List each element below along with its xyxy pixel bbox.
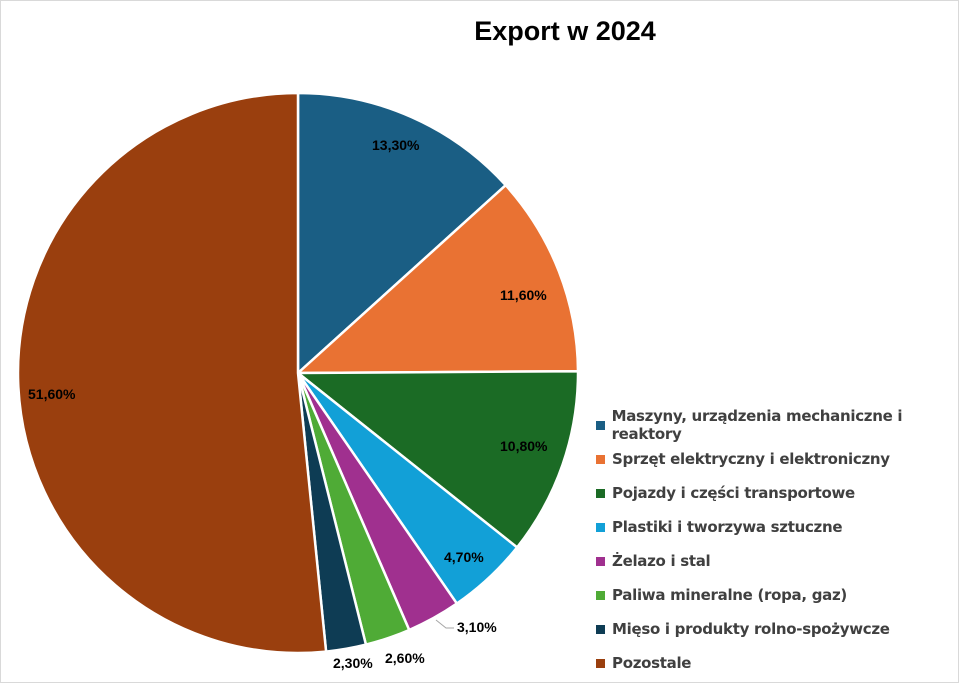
legend-swatch <box>596 454 605 464</box>
legend-label: Pozostale <box>612 654 692 672</box>
legend-swatch <box>596 420 605 430</box>
pie-slice <box>294 369 580 550</box>
data-label: 11,60% <box>500 287 547 303</box>
legend-swatch <box>596 624 605 634</box>
pie-slice <box>296 91 508 376</box>
legend-label: Maszyny, urządzenia mechaniczne i reakto… <box>611 407 903 443</box>
data-label: 4,70% <box>444 549 484 565</box>
legend-item: Mięso i produkty rolno-spożywcze <box>596 612 959 646</box>
data-label: 2,30% <box>333 655 373 671</box>
data-label: 3,10% <box>457 619 497 635</box>
legend-label: Sprzęt elektryczny i elektroniczny <box>612 450 890 468</box>
legend-swatch <box>596 556 605 566</box>
legend-swatch <box>596 488 605 498</box>
data-label: 51,60% <box>28 386 76 402</box>
pie-slice <box>16 91 328 655</box>
legend: Maszyny, urządzenia mechaniczne i reakto… <box>596 407 959 680</box>
legend-label: Żelazo i stal <box>612 552 711 570</box>
legend-item: Pozostale <box>596 646 959 680</box>
data-label: 2,60% <box>385 650 425 666</box>
data-label: 10,80% <box>500 438 548 454</box>
legend-item: Sprzęt elektryczny i elektroniczny <box>596 442 959 476</box>
legend-label: Pojazdy i części transportowe <box>612 484 855 502</box>
legend-label: Mięso i produkty rolno-spożywcze <box>612 620 890 638</box>
legend-item: Żelazo i stal <box>596 544 959 578</box>
legend-swatch <box>596 658 605 668</box>
chart-title: Export w 2024 <box>474 16 656 46</box>
legend-label: Plastiki i tworzywa sztuczne <box>612 518 843 536</box>
leader-line <box>435 619 454 629</box>
legend-item: Paliwa mineralne (ropa, gaz) <box>596 578 959 612</box>
legend-item: Pojazdy i części transportowe <box>596 476 959 510</box>
legend-swatch <box>596 590 605 600</box>
data-label: 13,30% <box>372 137 420 153</box>
legend-label: Paliwa mineralne (ropa, gaz) <box>612 586 847 604</box>
legend-item: Plastiki i tworzywa sztuczne <box>596 510 959 544</box>
legend-item: Maszyny, urządzenia mechaniczne i reakto… <box>596 407 959 443</box>
legend-swatch <box>596 522 605 532</box>
pie-slice <box>294 183 580 375</box>
